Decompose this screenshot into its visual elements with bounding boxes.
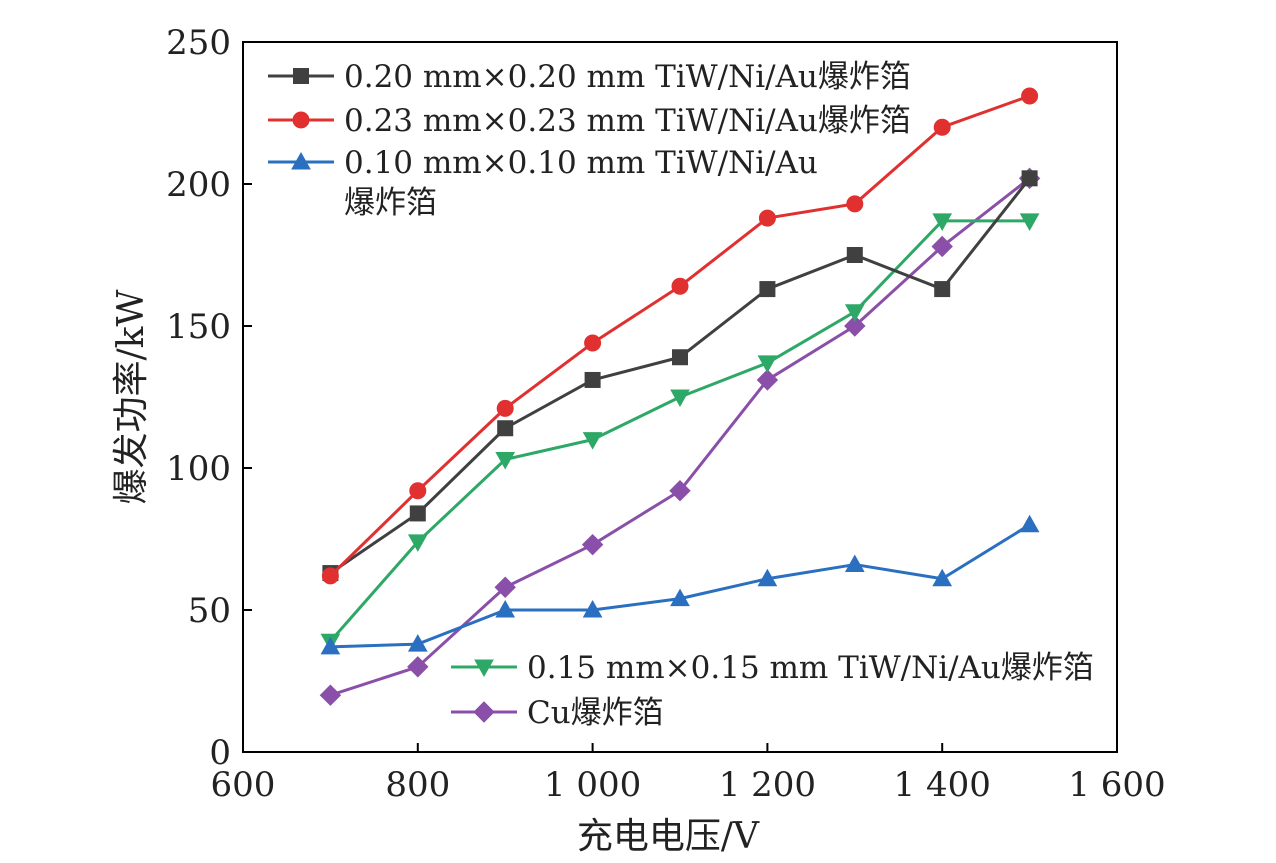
legend-entry: 0.20 mm×0.20 mm TiW/Ni/Au爆炸箔 bbox=[268, 59, 911, 95]
y-tick-label: 0 bbox=[209, 733, 231, 773]
x-tick-label: 1 400 bbox=[894, 765, 991, 805]
series-1 bbox=[322, 170, 1038, 582]
data-point bbox=[1019, 213, 1040, 231]
x-axis-title: 充电电压/V bbox=[577, 816, 760, 857]
data-point bbox=[844, 304, 865, 322]
data-point bbox=[582, 432, 603, 450]
data-point bbox=[757, 568, 778, 587]
data-point bbox=[407, 534, 428, 552]
data-point bbox=[407, 634, 428, 652]
data-point bbox=[671, 277, 689, 295]
plot-area bbox=[242, 41, 1118, 753]
data-point bbox=[495, 599, 516, 618]
y-tick-label: 100 bbox=[166, 449, 231, 489]
y-tick-label: 150 bbox=[166, 307, 231, 347]
data-point bbox=[844, 315, 866, 337]
x-tick-label: 600 bbox=[211, 765, 276, 805]
data-point bbox=[319, 684, 342, 706]
data-point bbox=[932, 568, 953, 587]
series-line bbox=[330, 523, 1031, 649]
legend-label: 0.20 mm×0.20 mm TiW/Ni/Au爆炸箔 bbox=[344, 59, 911, 95]
legend-label: 0.10 mm×0.10 mm TiW/Ni/Au bbox=[344, 145, 818, 181]
legend-marker bbox=[474, 659, 494, 678]
data-point bbox=[320, 636, 341, 655]
legend-entry: Cu爆炸箔 bbox=[451, 695, 664, 731]
legend-label: Cu爆炸箔 bbox=[527, 695, 664, 731]
data-point bbox=[581, 533, 604, 556]
data-point bbox=[670, 389, 690, 408]
x-tick-label: 800 bbox=[385, 765, 450, 805]
data-point bbox=[672, 349, 688, 366]
data-point bbox=[759, 281, 776, 298]
y-axis-title: 爆发功率/kW bbox=[111, 290, 152, 505]
legend-label: 爆炸箔 bbox=[344, 185, 437, 221]
y-tick-label: 250 bbox=[166, 23, 231, 63]
legend-entry: 0.15 mm×0.15 mm TiW/Ni/Au爆炸箔 bbox=[451, 650, 1094, 686]
series-line bbox=[329, 177, 1031, 697]
series-layer bbox=[319, 87, 1041, 706]
data-point bbox=[584, 371, 601, 388]
data-point bbox=[934, 281, 951, 298]
data-point bbox=[1019, 514, 1040, 533]
legend: 0.20 mm×0.20 mm TiW/Ni/Au爆炸箔 0.23 mm×0.23… bbox=[268, 59, 1094, 731]
data-point bbox=[933, 118, 951, 136]
data-point bbox=[407, 656, 429, 678]
data-point bbox=[494, 576, 516, 598]
legend-label: 0.15 mm×0.15 mm TiW/Ni/Au爆炸箔 bbox=[527, 650, 1094, 686]
data-point bbox=[584, 334, 602, 352]
legend-marker bbox=[292, 111, 310, 129]
y-tick-label: 200 bbox=[166, 165, 231, 205]
data-point bbox=[409, 505, 426, 522]
data-point bbox=[846, 195, 864, 213]
x-tick-label: 1 200 bbox=[719, 765, 816, 805]
data-point bbox=[582, 599, 603, 618]
data-point bbox=[846, 247, 863, 263]
data-point bbox=[757, 355, 778, 373]
data-point bbox=[669, 480, 691, 502]
y-tick-label: 50 bbox=[188, 591, 231, 631]
legend-label: 0.23 mm×0.23 mm TiW/Ni/Au爆炸箔 bbox=[344, 103, 911, 139]
data-point bbox=[321, 567, 339, 585]
data-point bbox=[496, 399, 514, 417]
data-point bbox=[756, 369, 779, 391]
legend-marker bbox=[473, 701, 495, 723]
data-point bbox=[670, 588, 690, 607]
series-5 bbox=[319, 167, 1041, 706]
series-3 bbox=[320, 514, 1040, 655]
data-point bbox=[495, 451, 516, 470]
series-2 bbox=[321, 87, 1039, 585]
legend-entry: 0.23 mm×0.23 mm TiW/Ni/Au爆炸箔 bbox=[268, 103, 911, 139]
legend-marker bbox=[291, 151, 311, 170]
legend-entry: 0.10 mm×0.10 mm TiW/Ni/Au 爆炸箔 bbox=[268, 145, 818, 221]
data-point bbox=[1021, 170, 1038, 187]
x-tick-label: 1 600 bbox=[1068, 765, 1165, 805]
data-point bbox=[931, 235, 953, 258]
x-tick-label: 1 000 bbox=[544, 765, 641, 805]
data-point bbox=[758, 209, 776, 227]
series-4 bbox=[320, 213, 1040, 652]
data-point bbox=[844, 554, 865, 573]
data-point bbox=[409, 482, 427, 500]
data-point bbox=[932, 213, 953, 231]
legend-marker bbox=[293, 68, 309, 84]
data-point bbox=[1021, 87, 1039, 105]
data-point bbox=[497, 420, 514, 437]
